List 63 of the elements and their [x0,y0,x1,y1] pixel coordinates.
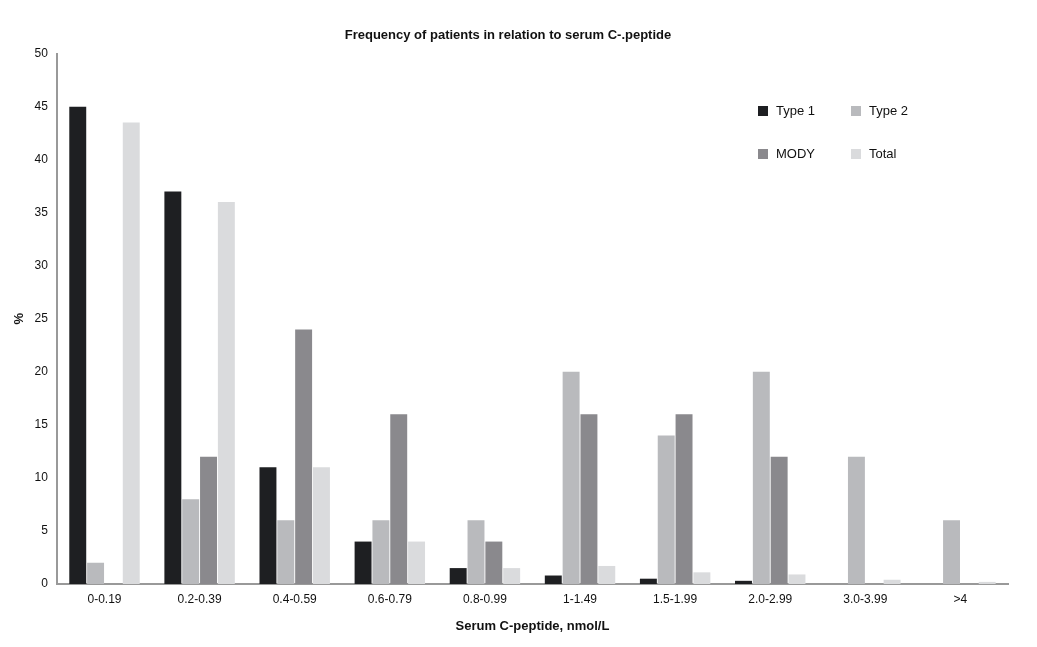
x-tick-label: 0.2-0.39 [177,591,222,606]
x-tick-label: 3.0-3.99 [843,591,888,606]
bar [87,562,105,584]
bar [372,520,390,584]
bar [847,456,865,584]
x-tick-label: 0-0.19 [87,591,122,606]
legend-label: Type 2 [868,103,908,118]
bar [562,371,580,584]
bar [943,520,960,584]
legend-label: Type 1 [775,103,815,118]
y-tick-label: 30 [34,258,49,273]
y-tick-label: 45 [34,98,49,113]
y-tick-label: 20 [34,364,49,379]
bar [449,568,467,584]
y-tick-label: 15 [34,417,49,432]
bar [354,541,372,584]
bar [883,579,901,584]
bar [675,414,693,584]
x-tick-label: 1-1.49 [563,591,598,606]
bar [122,122,140,584]
bar [182,499,200,584]
y-tick-label: 25 [34,311,49,326]
bar [295,329,313,584]
bar [200,456,217,584]
x-tick-label: 2.0-2.99 [748,591,793,606]
legend-label: Total [868,146,897,161]
bar [485,541,503,584]
y-tick-label: 0 [41,576,49,591]
bar [788,574,806,584]
bar [164,191,182,584]
bar [693,572,711,584]
bar [770,456,788,584]
x-tick-label: 0.8-0.99 [462,591,508,606]
bar [657,435,675,584]
y-tick-label: 40 [34,151,49,166]
bar [69,106,87,584]
bar [639,578,657,584]
bar [503,568,521,584]
chart-title: Frequency of patients in relation to serum C-.peptide [344,27,672,43]
y-axis-title: % [11,312,27,325]
bar [217,202,235,584]
y-tick-label: 35 [34,205,49,220]
bar [580,414,598,584]
x-axis-title: Serum C-peptide, nmol/L [455,617,610,633]
x-tick-label: 0.4-0.59 [272,591,318,606]
bar [467,520,485,584]
bar [544,575,562,584]
x-tick-label: 1.5-1.99 [653,591,698,606]
bar [408,541,426,584]
y-tick-label: 10 [34,470,49,485]
bar [259,467,277,584]
legend-label: MODY [775,146,815,161]
x-tick-label: >4 [953,591,968,606]
bar [978,581,996,584]
bar [312,467,330,584]
bar [752,371,770,584]
bar [390,414,408,584]
bar [277,520,295,584]
x-tick-label: 0.6-0.79 [367,591,413,606]
bar [735,580,752,584]
y-tick-label: 5 [41,523,49,538]
bar [598,565,616,584]
y-tick-label: 50 [34,45,49,60]
